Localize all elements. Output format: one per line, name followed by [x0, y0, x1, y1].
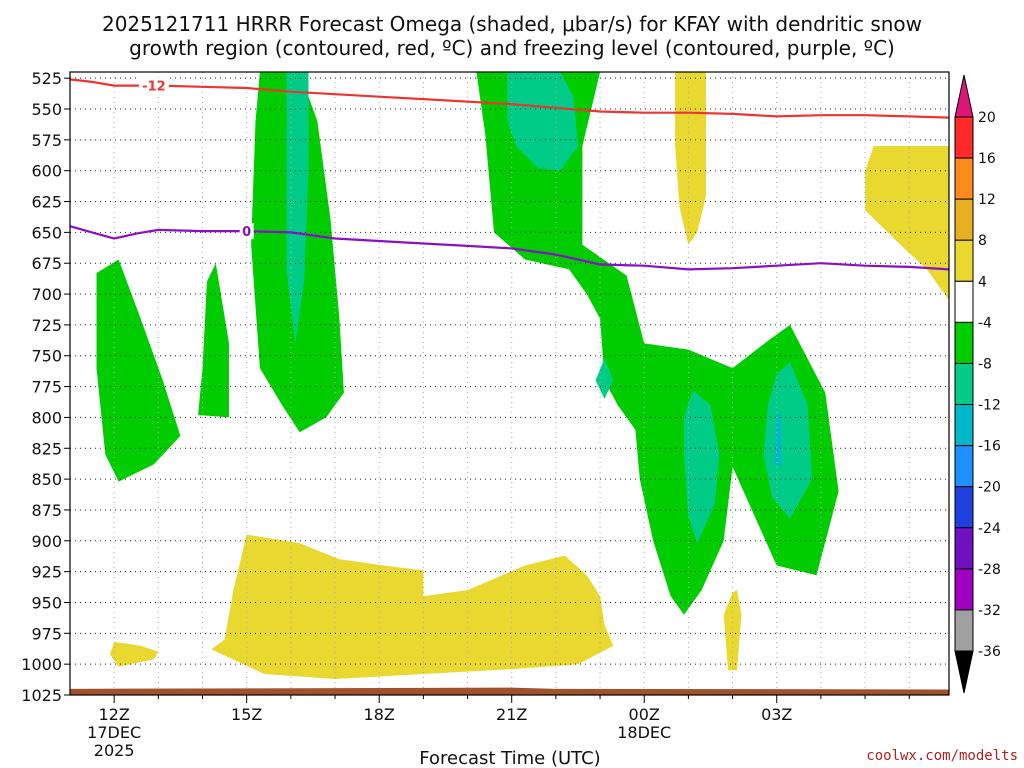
- x-tick-label-27: 03Z: [761, 705, 792, 724]
- colorbar-swatch-1: [954, 157, 974, 200]
- colorbar-swatch-12: [954, 609, 974, 652]
- x-tick-label-21: 21Z: [496, 705, 527, 724]
- colorbar-swatch-5: [954, 321, 974, 364]
- contour-0: [69, 225, 950, 271]
- x-axis-label: Forecast Time (UTC): [419, 748, 600, 768]
- y-tick-label-650: 650: [31, 223, 62, 242]
- contour-lines: -12 0: [69, 77, 950, 271]
- omega-shaded-regions: [96, 72, 949, 679]
- y-tick-label-1000: 1000: [21, 655, 62, 674]
- credit-label: coolwx.com/modelts: [866, 748, 1018, 764]
- omega-region-12: [211, 534, 614, 679]
- omega-region-9: [774, 411, 782, 467]
- contour-label-0: -12: [142, 80, 166, 95]
- contour-label-bg-1: [239, 223, 254, 240]
- chart-title-line-2: growth region (contoured, red, ºC) and f…: [129, 36, 895, 60]
- colorbar-swatch-11: [954, 568, 974, 611]
- colorbar-top-arrow: [954, 74, 974, 118]
- colorbar-swatch-7: [954, 404, 974, 447]
- colorbar-label-3: 8: [978, 233, 987, 249]
- plot-frame: [69, 71, 950, 696]
- y-tick-label-700: 700: [31, 285, 62, 304]
- y-tick-label-775: 775: [31, 378, 62, 397]
- colorbar-label-10: -24: [978, 521, 1001, 537]
- y-tick-label-575: 575: [31, 131, 62, 150]
- omega-region-4: [476, 72, 839, 615]
- ground-surface-layer: [70, 687, 949, 695]
- colorbar-label-5: -4: [978, 315, 992, 331]
- y-axis-ticks: 525 550 575 600 625 650 675 700 725 750 775 800 825 8…: [21, 69, 70, 705]
- omega-region-13: [109, 642, 159, 667]
- colorbar-swatch-8: [954, 445, 974, 488]
- colorbar-swatch-2: [954, 198, 974, 241]
- y-tick-label-825: 825: [31, 439, 62, 458]
- colorbar-swatch-9: [954, 486, 974, 529]
- colorbar-label-2: 12: [978, 192, 996, 208]
- y-tick-label-975: 975: [31, 624, 62, 643]
- y-tick-label-675: 675: [31, 254, 62, 273]
- y-tick-label-550: 550: [31, 100, 62, 119]
- x-tick-label-18: 18Z: [364, 705, 395, 724]
- y-tick-label-525: 525: [31, 69, 62, 88]
- colorbar-swatch-3: [954, 239, 974, 282]
- colorbar-swatch-10: [954, 527, 974, 570]
- contour-label-1: 0: [242, 225, 251, 240]
- colorbar-label-1: 16: [978, 151, 996, 167]
- omega-region-7: [684, 390, 720, 544]
- chart-title-line-1: 2025121711 HRRR Forecast Omega (shaded, …: [102, 12, 922, 36]
- omega-region-14: [723, 590, 742, 671]
- colorbar-bottom-arrow: [954, 650, 974, 694]
- x-tick-date-24: 18DEC: [617, 723, 671, 742]
- omega-region-0: [96, 259, 181, 482]
- y-tick-label-850: 850: [31, 470, 62, 489]
- colorbar-label-6: -8: [978, 356, 992, 372]
- colorbar-label-8: -16: [978, 439, 1001, 455]
- omega-region-6: [595, 358, 614, 399]
- omega-region-3: [286, 72, 309, 344]
- y-tick-label-800: 800: [31, 408, 62, 427]
- x-tick-date-12: 17DEC: [87, 723, 141, 742]
- colorbar-label-4: 4: [978, 274, 987, 290]
- colorbar-swatch-4: [954, 280, 974, 323]
- omega-region-10: [675, 72, 707, 245]
- colorbar-label-13: -36: [978, 644, 1001, 660]
- x-tick-year-12: 2025: [94, 741, 135, 760]
- y-tick-label-1025: 1025: [21, 686, 62, 705]
- x-tick-label-24: 00Z: [629, 705, 660, 724]
- colorbar-label-11: -28: [978, 562, 1001, 578]
- colorbar-label-0: 20: [978, 110, 996, 126]
- y-tick-label-925: 925: [31, 563, 62, 582]
- colorbar-label-9: -20: [978, 480, 1001, 496]
- colorbar-swatch-6: [954, 362, 974, 406]
- ground-surface: [70, 687, 949, 695]
- colorbar-swatch-0: [954, 116, 974, 159]
- y-tick-label-725: 725: [31, 316, 62, 335]
- y-tick-label-750: 750: [31, 347, 62, 366]
- contour--12: [69, 78, 950, 119]
- colorbar-label-12: -32: [978, 603, 1001, 619]
- contour-label-bg-0: [138, 77, 169, 94]
- omega-region-5: [507, 72, 578, 171]
- omega-region-11: [865, 146, 949, 301]
- y-tick-label-625: 625: [31, 193, 62, 212]
- y-tick-label-900: 900: [31, 532, 62, 551]
- y-tick-label-600: 600: [31, 162, 62, 181]
- colorbar: 20 16 12 8 4 -4 -8 -12 -16 -20 -24 -28 -32 -36: [954, 74, 1001, 694]
- x-tick-label-15: 15Z: [231, 705, 262, 724]
- colorbar-label-7: -12: [978, 398, 1001, 414]
- y-tick-label-950: 950: [31, 593, 62, 612]
- omega-region-1: [198, 263, 229, 418]
- y-tick-label-875: 875: [31, 501, 62, 520]
- x-tick-label-12: 12Z: [99, 705, 130, 724]
